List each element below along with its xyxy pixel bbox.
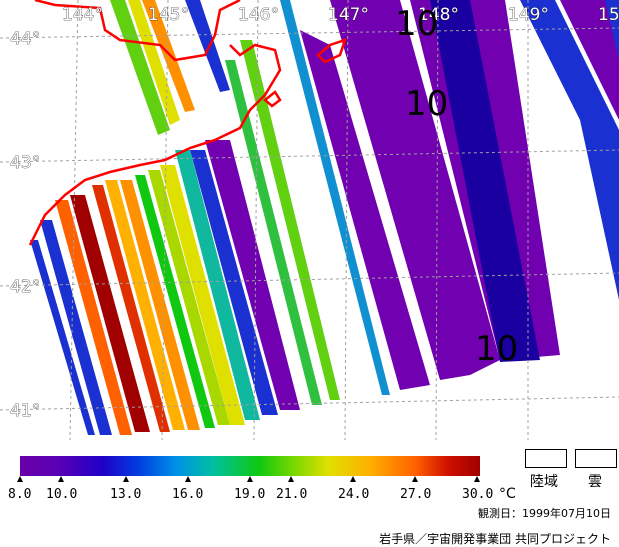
tick-mark (288, 476, 294, 482)
tick-label-10: 10.0 (46, 487, 78, 502)
tick-mark (58, 476, 64, 482)
land-key-box (525, 449, 567, 468)
tick-label-21: 21.0 (276, 487, 308, 502)
land-key-label: 陸域 (530, 474, 558, 490)
lat-label-44: 44° (10, 29, 40, 49)
lon-label-146: 146° (238, 5, 279, 25)
lon-label-150: 15 (598, 5, 619, 25)
tick-mark (412, 476, 418, 482)
tick-mark (185, 476, 191, 482)
lon-label-145: 145° (148, 5, 189, 25)
lat-label-43: 43° (10, 153, 40, 173)
tick-mark (123, 476, 129, 482)
credit-text: 岩手県／宇宙開発事業団 共同プロジェクト (379, 532, 611, 546)
observation-date: 観測日：1999年07月10日 (478, 507, 611, 520)
lat-label-42: 42° (10, 277, 40, 297)
tick-label-19: 19.0 (234, 487, 266, 502)
cloud-key-box (575, 449, 617, 468)
tick-label-30: 30.0 (462, 487, 494, 502)
cloud-key-label: 雲 (588, 474, 602, 490)
legend: 8.0 10.0 13.0 16.0 19.0 21.0 24.0 27.0 3… (0, 440, 619, 546)
tick-mark (350, 476, 356, 482)
tick-label-24: 24.0 (338, 487, 370, 502)
unit-label: °C (499, 486, 516, 502)
tick-mark (247, 476, 253, 482)
contour-label-2: 10 (405, 84, 448, 124)
sst-bands (30, 0, 619, 435)
tick-label-13: 13.0 (110, 487, 142, 502)
lon-label-148: 148° (418, 5, 459, 25)
sst-map: 144° 145° 146° 147° 148° 149° 15 44° 43°… (0, 0, 619, 440)
lat-lon-grid (0, 0, 619, 440)
tick-label-27: 27.0 (400, 487, 432, 502)
color-scale-bar (20, 456, 480, 476)
lat-label-41: 41° (10, 401, 40, 421)
tick-label-16: 16.0 (172, 487, 204, 502)
lon-label-144: 144° (62, 5, 103, 25)
contour-label-1: 10 (395, 4, 438, 44)
contour-label-3: 10 (475, 329, 518, 369)
coastline (28, 0, 347, 246)
tick-mark (474, 476, 480, 482)
tick-label-8: 8.0 (8, 487, 32, 502)
lon-label-147: 147° (328, 5, 369, 25)
tick-mark (17, 476, 23, 482)
lon-label-149: 149° (508, 5, 549, 25)
